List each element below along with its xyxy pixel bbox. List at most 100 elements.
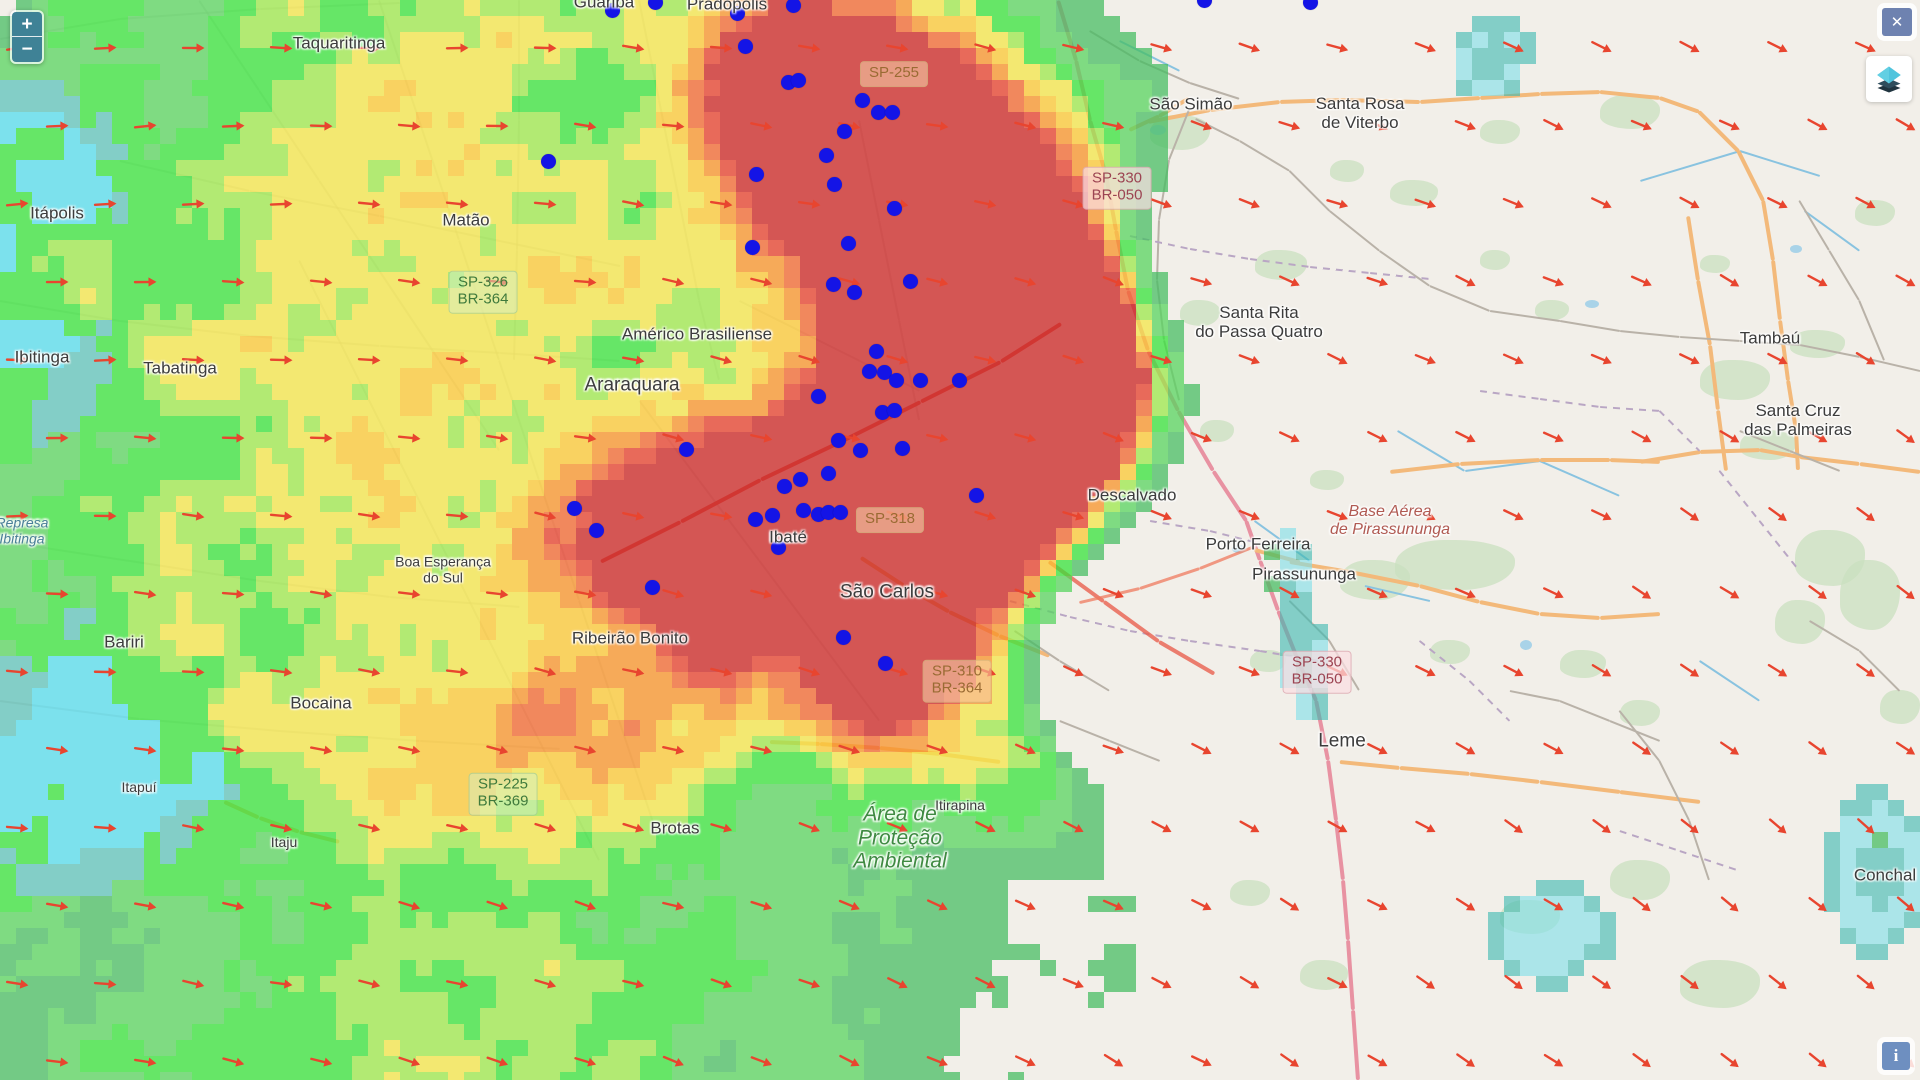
highway-trunk — [1399, 766, 1470, 776]
vegetation-area — [1330, 160, 1364, 182]
road-minor — [499, 352, 620, 362]
road-minor — [858, 120, 880, 221]
vegetation-area — [1600, 95, 1660, 129]
road-minor — [379, 215, 500, 242]
road-secondary — [1328, 210, 1380, 252]
road-minor — [498, 360, 540, 481]
river — [1539, 460, 1620, 497]
road-minor — [318, 180, 380, 271]
highway-br050 — [1258, 560, 1280, 612]
road-minor — [678, 200, 700, 301]
highway-trunk — [879, 746, 940, 756]
road-secondary — [1155, 219, 1160, 280]
highway-trunk — [1778, 320, 1790, 381]
boundary-line — [1539, 398, 1600, 408]
highway-arterial — [680, 478, 762, 524]
road-minor — [638, 400, 700, 481]
vegetation-area — [1880, 690, 1920, 724]
boundary-line — [1758, 520, 1800, 572]
road-minor — [389, 596, 520, 608]
vegetation-area — [1200, 420, 1234, 442]
road-secondary — [1559, 700, 1610, 723]
highway-br050 — [1126, 290, 1150, 352]
river — [1698, 660, 1760, 702]
road-secondary — [1058, 660, 1110, 692]
boundary-line — [1189, 248, 1250, 260]
highway-trunk — [1280, 98, 1341, 104]
vegetation-area — [1855, 200, 1895, 226]
highway-br050 — [1296, 660, 1318, 702]
vegetation-area — [1680, 960, 1760, 1008]
highway-trunk — [1469, 772, 1540, 784]
road-secondary — [1828, 250, 1860, 302]
vegetation-area — [1300, 960, 1348, 990]
highway-trunk — [258, 816, 300, 834]
road-minor — [120, 8, 261, 20]
highway-trunk — [1697, 110, 1740, 153]
vegetation-area — [1390, 180, 1438, 206]
highway-arterial — [760, 440, 842, 482]
vegetation-area — [1700, 255, 1730, 273]
road-secondary — [1288, 170, 1330, 212]
highway-br050 — [1114, 230, 1130, 291]
water-body — [1520, 640, 1532, 650]
road-minor — [538, 480, 580, 601]
road-minor — [378, 0, 420, 121]
highway-trunk — [1540, 90, 1601, 96]
highway-trunk — [1609, 458, 1660, 464]
highway-trunk — [223, 800, 260, 820]
road-minor — [418, 500, 480, 621]
road-minor — [139, 718, 280, 732]
boundary-line — [1189, 640, 1260, 652]
vegetation-area — [1480, 250, 1510, 270]
road-minor — [518, 0, 520, 120]
road-minor — [418, 120, 460, 241]
road-minor — [0, 540, 130, 562]
road-secondary — [1619, 330, 1680, 339]
vegetation-area — [1480, 120, 1520, 144]
road-minor — [279, 730, 420, 742]
highway-arterial — [920, 360, 1002, 404]
vegetation-area — [1560, 650, 1606, 678]
highway-br050 — [1341, 880, 1350, 941]
road-secondary — [1155, 280, 1165, 341]
highway-trunk — [1716, 410, 1728, 471]
highway-arterial — [1139, 567, 1200, 590]
road-minor — [516, 119, 520, 250]
highway-br050 — [1056, 0, 1078, 62]
highway-trunk — [769, 740, 820, 746]
highway-br050 — [1351, 1010, 1360, 1080]
highway-br050 — [1088, 120, 1108, 177]
highway-arterial — [1102, 600, 1160, 643]
highway-trunk — [1794, 430, 1800, 471]
highway-br050 — [1326, 760, 1338, 821]
boundary-line — [1479, 390, 1540, 400]
highway-trunk — [1600, 612, 1661, 620]
highway-trunk — [903, 584, 950, 614]
road-minor — [698, 300, 720, 381]
vegetation-area — [1500, 900, 1560, 934]
highway-trunk — [1761, 200, 1775, 261]
water-body — [1790, 245, 1802, 253]
highway-trunk — [1540, 458, 1610, 462]
road-secondary — [1189, 82, 1240, 101]
highway-trunk — [819, 742, 880, 750]
highway-br050 — [1211, 470, 1248, 523]
highway-br050 — [1314, 700, 1330, 761]
road-secondary — [1109, 740, 1160, 763]
road-minor — [249, 190, 380, 217]
road-secondary — [1429, 285, 1490, 313]
river — [1803, 210, 1860, 252]
highway-arterial — [840, 400, 922, 444]
highway-trunk — [939, 752, 1000, 764]
road-secondary — [1859, 356, 1920, 373]
highway-trunk — [1771, 260, 1782, 321]
highway-trunk — [1619, 790, 1700, 804]
water-body — [1585, 300, 1599, 308]
road-minor — [458, 240, 500, 361]
road-secondary — [1658, 760, 1690, 821]
road-minor — [578, 600, 620, 721]
highway-trunk — [1390, 462, 1461, 474]
